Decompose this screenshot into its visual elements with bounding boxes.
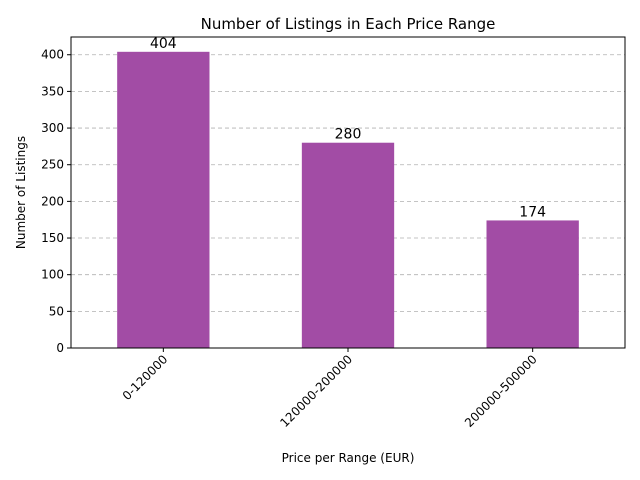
x-tick-label: 0-120000 xyxy=(120,352,171,403)
x-tick-label: 120000-200000 xyxy=(277,352,355,430)
bar-value-label: 280 xyxy=(335,127,362,143)
y-tick-label: 350 xyxy=(41,84,64,98)
y-tick-label: 250 xyxy=(41,158,64,172)
bar-value-label: 404 xyxy=(150,36,177,52)
y-tick-label: 0 xyxy=(56,341,64,355)
bar-value-label: 174 xyxy=(519,204,546,220)
x-tick-label: 200000-500000 xyxy=(462,352,540,430)
y-tick-label: 300 xyxy=(41,121,64,135)
y-axis-label: Number of Listings xyxy=(14,136,28,249)
bar-200000-500000 xyxy=(486,220,579,348)
y-tick-label: 200 xyxy=(41,194,64,208)
y-tick-label: 50 xyxy=(49,304,64,318)
y-axis-ticks: 0 50 100 150 200 250 300 350 400 xyxy=(41,48,71,355)
y-tick-label: 100 xyxy=(41,268,64,282)
chart-title: Number of Listings in Each Price Range xyxy=(201,15,496,33)
bar-0-120000 xyxy=(117,51,210,349)
y-tick-label: 400 xyxy=(41,48,64,62)
bar-value-labels: 404 280 174 xyxy=(150,36,546,221)
x-axis-label: Price per Range (EUR) xyxy=(282,451,415,465)
x-axis-ticks: 0-120000 120000-200000 200000-500000 xyxy=(120,348,540,430)
bar-120000-200000 xyxy=(301,142,395,348)
bars xyxy=(117,51,579,349)
y-tick-label: 150 xyxy=(41,231,64,245)
